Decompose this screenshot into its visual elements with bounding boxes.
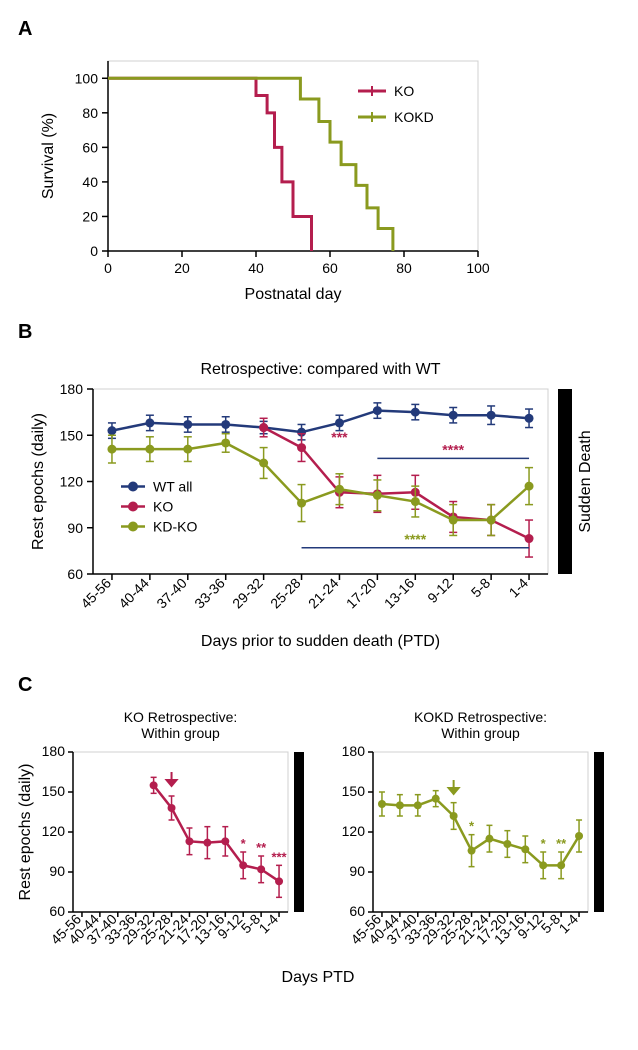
svg-text:180: 180 <box>42 743 66 759</box>
panel-c: C 609012015018045-5640-4437-4033-3629-32… <box>18 674 620 1017</box>
svg-text:1-4: 1-4 <box>256 911 282 937</box>
svg-text:KOKD: KOKD <box>394 109 434 125</box>
svg-text:Rest epochs (daily): Rest epochs (daily) <box>30 413 47 550</box>
panel-c-label: C <box>18 674 620 697</box>
svg-text:21-24: 21-24 <box>305 575 342 612</box>
svg-text:20: 20 <box>82 208 98 224</box>
svg-text:25-28: 25-28 <box>267 575 304 612</box>
svg-text:80: 80 <box>396 260 412 276</box>
svg-text:33-36: 33-36 <box>191 575 228 612</box>
panel-a-chart: 0 20 40 60 80 100 0 20 40 60 80 100 Postnatal day Sur… <box>18 41 618 311</box>
svg-text:Days prior to sudden death (PT: Days prior to sudden death (PTD) <box>201 633 440 650</box>
svg-text:20: 20 <box>174 260 190 276</box>
svg-text:60: 60 <box>49 903 65 919</box>
svg-text:*: * <box>241 836 247 851</box>
svg-text:Within group: Within group <box>141 725 220 741</box>
svg-text:100: 100 <box>75 70 99 86</box>
svg-text:*: * <box>541 836 547 851</box>
svg-text:0: 0 <box>90 243 98 259</box>
svg-text:40: 40 <box>248 260 264 276</box>
svg-text:***: *** <box>331 429 348 445</box>
svg-text:9-12: 9-12 <box>424 575 455 606</box>
svg-text:13-16: 13-16 <box>381 575 418 612</box>
svg-text:150: 150 <box>42 783 66 799</box>
svg-text:40: 40 <box>82 174 98 190</box>
svg-text:60: 60 <box>322 260 338 276</box>
svg-text:****: **** <box>404 531 426 547</box>
svg-text:****: **** <box>442 441 464 457</box>
svg-text:WT all: WT all <box>153 479 192 495</box>
svg-text:60: 60 <box>67 566 83 582</box>
svg-text:90: 90 <box>49 863 65 879</box>
svg-text:90: 90 <box>349 863 365 879</box>
panel-b-label: B <box>18 321 620 344</box>
svg-text:40-44: 40-44 <box>115 575 152 612</box>
svg-text:KO: KO <box>153 499 173 515</box>
svg-text:Retrospective: compared with W: Retrospective: compared with WT <box>200 361 440 378</box>
svg-text:0: 0 <box>104 260 112 276</box>
svg-text:120: 120 <box>60 474 84 490</box>
svg-text:60: 60 <box>82 139 98 155</box>
svg-text:Days PTD: Days PTD <box>282 969 355 986</box>
svg-text:150: 150 <box>342 783 366 799</box>
svg-text:120: 120 <box>42 823 66 839</box>
svg-text:180: 180 <box>60 381 84 397</box>
svg-text:1-4: 1-4 <box>556 911 582 937</box>
svg-text:Sudden Death: Sudden Death <box>577 430 594 532</box>
svg-text:1-4: 1-4 <box>506 575 532 601</box>
svg-text:Survival (%): Survival (%) <box>40 113 57 199</box>
svg-text:100: 100 <box>466 260 490 276</box>
svg-text:KD-KO: KD-KO <box>153 519 197 535</box>
panel-a: A 0 20 40 60 80 100 0 20 40 60 80 100 Postnatal day S… <box>18 18 620 311</box>
panel-b-chart: 609012015018045-5640-4437-4033-3629-3225… <box>18 344 628 664</box>
svg-text:**: ** <box>256 840 267 855</box>
svg-text:KOKD Retrospective:: KOKD Retrospective: <box>414 709 547 725</box>
svg-text:Postnatal day: Postnatal day <box>245 286 342 303</box>
svg-text:KO Retrospective:: KO Retrospective: <box>124 709 238 725</box>
svg-text:***: *** <box>271 849 287 864</box>
svg-text:KO: KO <box>394 83 414 99</box>
svg-text:5-8: 5-8 <box>468 575 494 601</box>
svg-text:**: ** <box>556 836 567 851</box>
svg-text:180: 180 <box>342 743 366 759</box>
panel-c-chart: 609012015018045-5640-4437-4033-3629-3225… <box>18 697 628 1017</box>
svg-text:80: 80 <box>82 105 98 121</box>
panel-b: B 609012015018045-5640-4437-4033-3629-32… <box>18 321 620 664</box>
svg-text:150: 150 <box>60 427 84 443</box>
svg-text:29-32: 29-32 <box>229 575 266 612</box>
svg-text:Within group: Within group <box>441 725 520 741</box>
svg-text:17-20: 17-20 <box>343 575 380 612</box>
svg-text:120: 120 <box>342 823 366 839</box>
svg-text:37-40: 37-40 <box>153 575 190 612</box>
svg-text:*: * <box>469 819 475 834</box>
svg-text:Rest epochs (daily): Rest epochs (daily) <box>18 764 34 901</box>
svg-text:90: 90 <box>67 520 83 536</box>
svg-text:60: 60 <box>349 903 365 919</box>
panel-a-label: A <box>18 18 620 41</box>
